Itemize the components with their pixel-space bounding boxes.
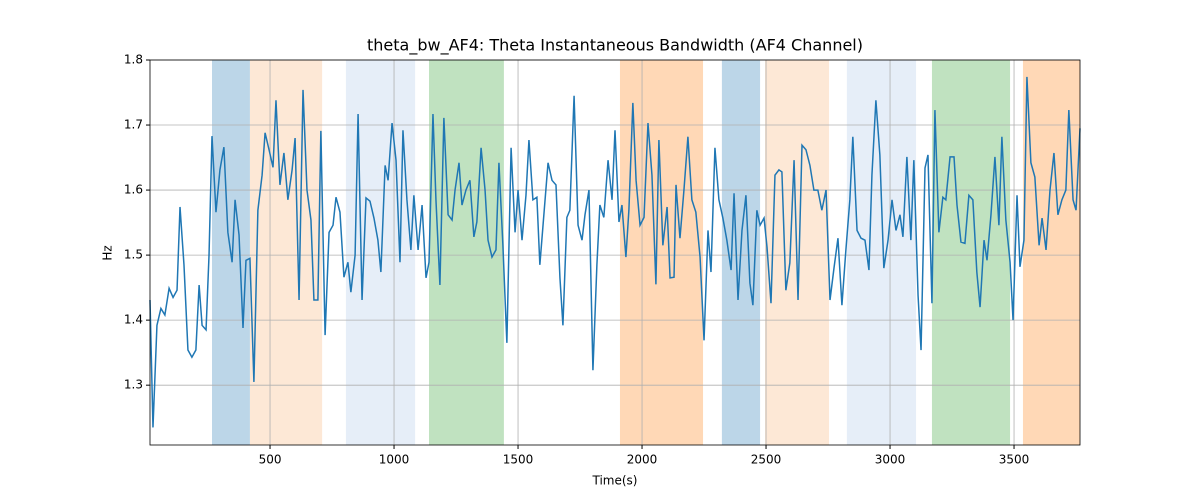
y-tick-label: 1.8 xyxy=(124,53,143,67)
shaded-span xyxy=(345,60,416,445)
y-tick-label: 1.6 xyxy=(124,183,143,197)
x-tick-label: 1000 xyxy=(379,453,410,467)
y-tick-label: 1.3 xyxy=(124,378,143,392)
y-axis-label: Hz xyxy=(101,245,115,260)
shaded-span xyxy=(1022,60,1080,445)
x-tick-label: 2000 xyxy=(627,453,658,467)
data-line xyxy=(149,76,1081,428)
x-tick-label: 3000 xyxy=(875,453,906,467)
y-tick-label: 1.4 xyxy=(124,313,143,327)
chart-title: theta_bw_AF4: Theta Instantaneous Bandwi… xyxy=(367,36,863,56)
x-tick-label: 2500 xyxy=(751,453,782,467)
x-tick-label: 1500 xyxy=(503,453,534,467)
x-tick-label: 3500 xyxy=(999,453,1030,467)
shaded-span xyxy=(846,60,917,445)
shaded-span xyxy=(931,60,1011,445)
y-tick-label: 1.5 xyxy=(124,248,143,262)
plot-frame xyxy=(149,59,1081,446)
x-tick-label: 500 xyxy=(259,453,282,467)
shaded-span xyxy=(249,60,323,445)
y-tick-label: 1.7 xyxy=(124,118,143,132)
x-axis-label: Time(s) xyxy=(592,474,638,488)
